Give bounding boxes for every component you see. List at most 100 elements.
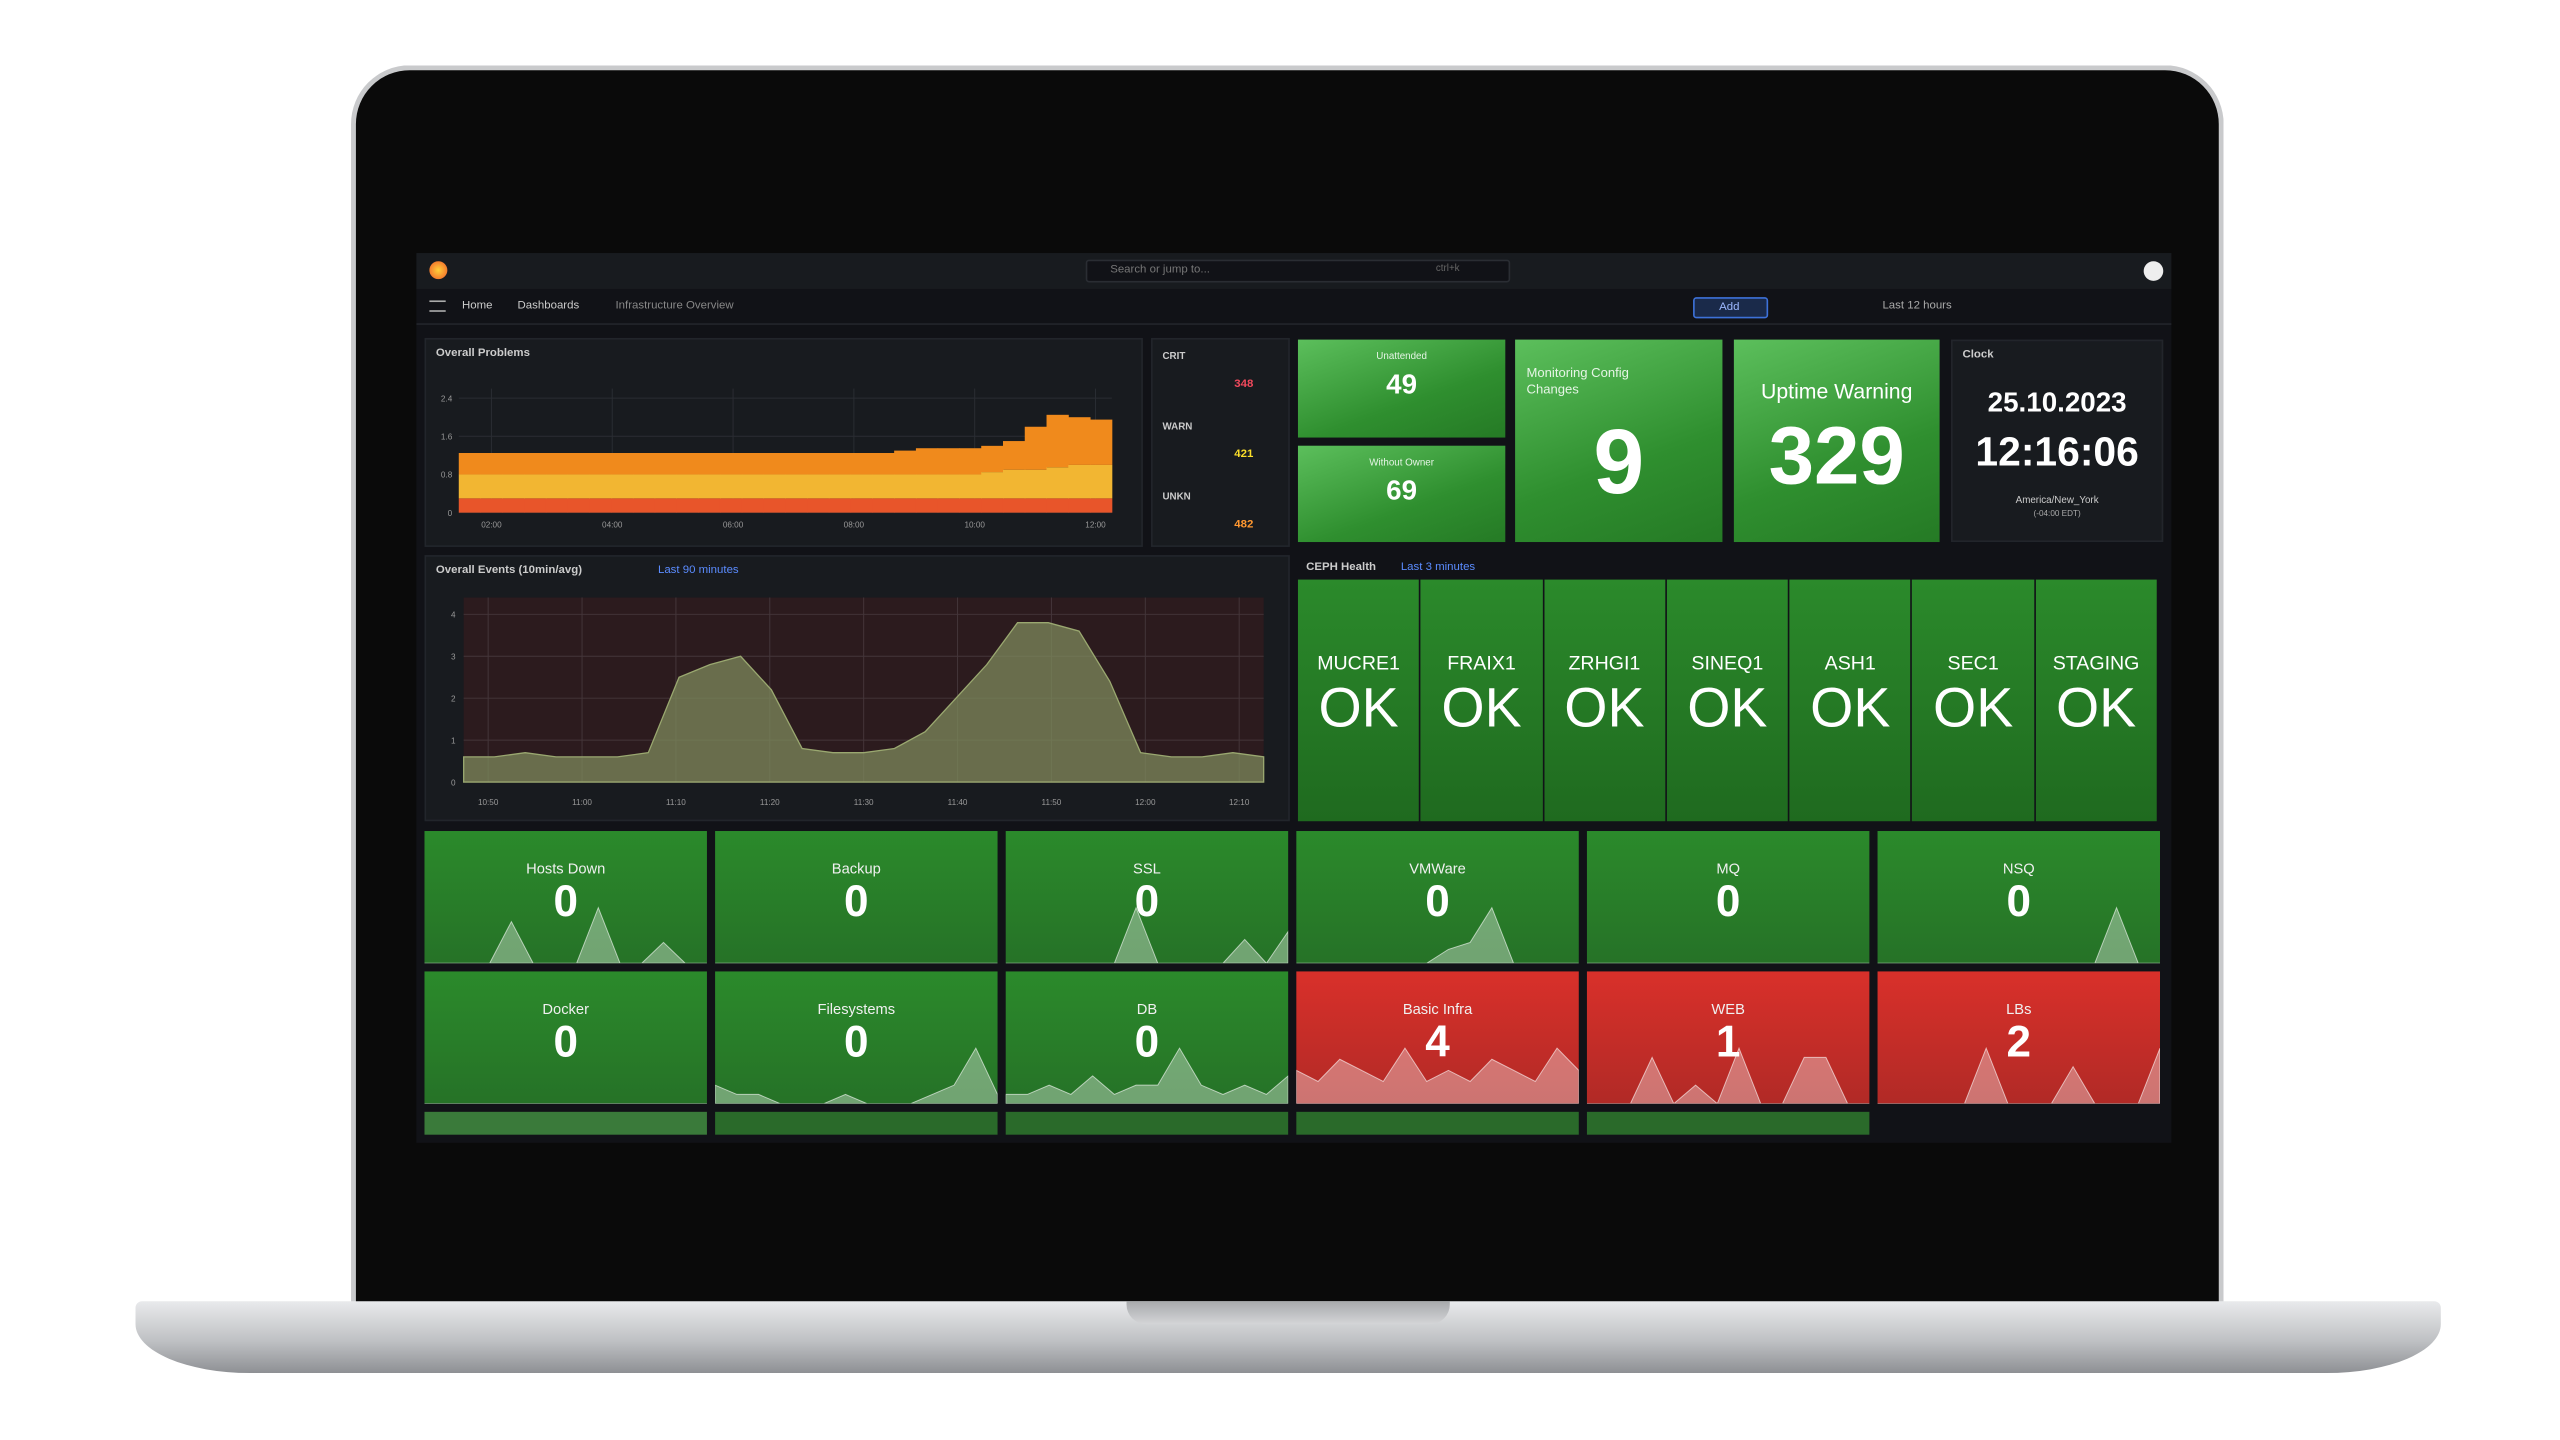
tile-title: VMWare	[1409, 860, 1466, 877]
tile-value: 0	[1134, 876, 1160, 926]
events-panel: Overall Events (10min/avg) Last 90 minute…	[424, 555, 1290, 822]
y-tick-label: 0	[451, 778, 456, 787]
bar-segment	[589, 498, 612, 513]
bar-segment	[959, 448, 982, 475]
stat-title: Unattended	[1376, 352, 1427, 363]
bar-segment	[1068, 498, 1091, 513]
bar-segment	[741, 474, 765, 499]
clock-zone: America/New_York	[2015, 496, 2099, 507]
ceph-site: SEC1	[1947, 651, 1999, 675]
tile-value: 2	[2006, 1017, 2032, 1067]
bar-segment	[1002, 498, 1026, 513]
bar-segment	[480, 452, 503, 475]
bar-segment	[545, 452, 569, 475]
bar-segment	[894, 498, 917, 513]
bar-segment	[937, 474, 960, 499]
bar-segment	[828, 452, 852, 475]
tile-value: 0	[1425, 876, 1450, 926]
bar-segment	[763, 498, 786, 513]
bar-segment	[654, 474, 677, 499]
time-range: Last 3 minutes	[1400, 561, 1476, 574]
ceph-tile: MUCRE1 OK	[1297, 579, 1420, 822]
ceph-tile: FRAIX1 OK	[1420, 579, 1543, 822]
sparkline	[1296, 1047, 1579, 1104]
y-tick-label: 0.8	[441, 471, 453, 480]
bar-segment	[632, 452, 656, 475]
bar-segment	[654, 452, 677, 475]
bar-segment	[589, 474, 612, 499]
x-tick-label: 10:50	[478, 798, 499, 807]
panel-title: Overall Problems	[435, 347, 530, 360]
bar-segment	[1046, 414, 1069, 468]
bar-segment	[611, 498, 634, 513]
sparkline	[1877, 1046, 2160, 1104]
y-tick-label: 1.6	[441, 433, 453, 442]
x-tick-label: 12:00	[1135, 798, 1156, 807]
tile-value: 0	[1715, 876, 1741, 926]
x-tick-label: 06:00	[723, 520, 744, 529]
partial-row	[424, 1111, 707, 1135]
bar-segment	[611, 474, 634, 499]
bar-segment	[480, 474, 503, 499]
bar-segment	[632, 474, 656, 499]
bar-segment	[1046, 467, 1069, 499]
x-tick-label: 11:10	[666, 798, 686, 807]
bar-segment	[981, 445, 1004, 473]
chart	[1005, 1047, 1289, 1104]
bar-segment	[676, 474, 699, 499]
bar-segment	[719, 498, 743, 513]
menu-icon[interactable]	[429, 300, 446, 312]
search-placeholder: Search or jump to...	[1110, 264, 1210, 276]
bar-segment	[676, 452, 699, 475]
y-tick-label: 4	[451, 611, 456, 620]
bar-segment	[1024, 426, 1048, 470]
bar-segment	[959, 474, 982, 499]
bar-segment	[1090, 419, 1113, 465]
bar-segment	[785, 498, 808, 513]
add-button[interactable]: Add	[1693, 297, 1769, 319]
chart	[1296, 906, 1579, 964]
ceph-site: SINEQ1	[1691, 651, 1764, 675]
ceph-tile: ZRHGI1 OK	[1543, 579, 1666, 822]
ceph-status: OK	[2055, 677, 2137, 740]
ceph-status: OK	[1810, 677, 1891, 740]
ceph-site: ZRHGI1	[1568, 651, 1641, 675]
breadcrumb-dashboards[interactable]: Dashboards	[517, 300, 580, 312]
tile-title: SSL	[1133, 860, 1161, 877]
bar-segment	[1068, 417, 1091, 465]
ceph-tile: SINEQ1 OK	[1666, 579, 1788, 822]
search-box[interactable]: Search or jump to... ctrl+k	[1085, 259, 1511, 283]
bar-segment	[632, 498, 656, 513]
bar-segment	[828, 498, 852, 513]
tile-value: 0	[553, 876, 578, 926]
tile-title: DB	[1136, 1000, 1158, 1018]
bar-segment	[915, 474, 939, 499]
ceph-tile: STAGING OK	[2035, 579, 2157, 822]
partial-row	[715, 1111, 998, 1135]
tile-value: 4	[1425, 1017, 1450, 1067]
avatar[interactable]	[2143, 261, 2164, 281]
status-tile: Hosts Down 0	[424, 831, 707, 964]
bar-segment	[872, 452, 895, 475]
bar-segment	[1002, 441, 1026, 470]
chart	[424, 906, 707, 964]
x-tick-label: 08:00	[844, 520, 865, 529]
ceph-tile: SEC1 OK	[1912, 579, 2034, 822]
chart	[1586, 1046, 1870, 1104]
logo[interactable]	[429, 261, 448, 280]
tile-title: WEB	[1711, 1000, 1745, 1018]
bar-segment	[850, 452, 873, 475]
bar-segment	[915, 448, 939, 475]
bar-segment	[894, 474, 917, 499]
severity-label: UNKN	[1162, 493, 1191, 503]
time-range[interactable]: Last 12 hours	[1882, 300, 1952, 312]
bar-segment	[480, 498, 503, 513]
bar-segment	[676, 498, 699, 513]
bar-segment	[524, 452, 547, 475]
bar-segment	[1002, 469, 1026, 499]
bar-segment	[741, 452, 765, 475]
breadcrumb-home[interactable]: Home	[462, 300, 493, 312]
bar-segment	[850, 498, 873, 513]
ceph-status: OK	[1687, 677, 1768, 740]
